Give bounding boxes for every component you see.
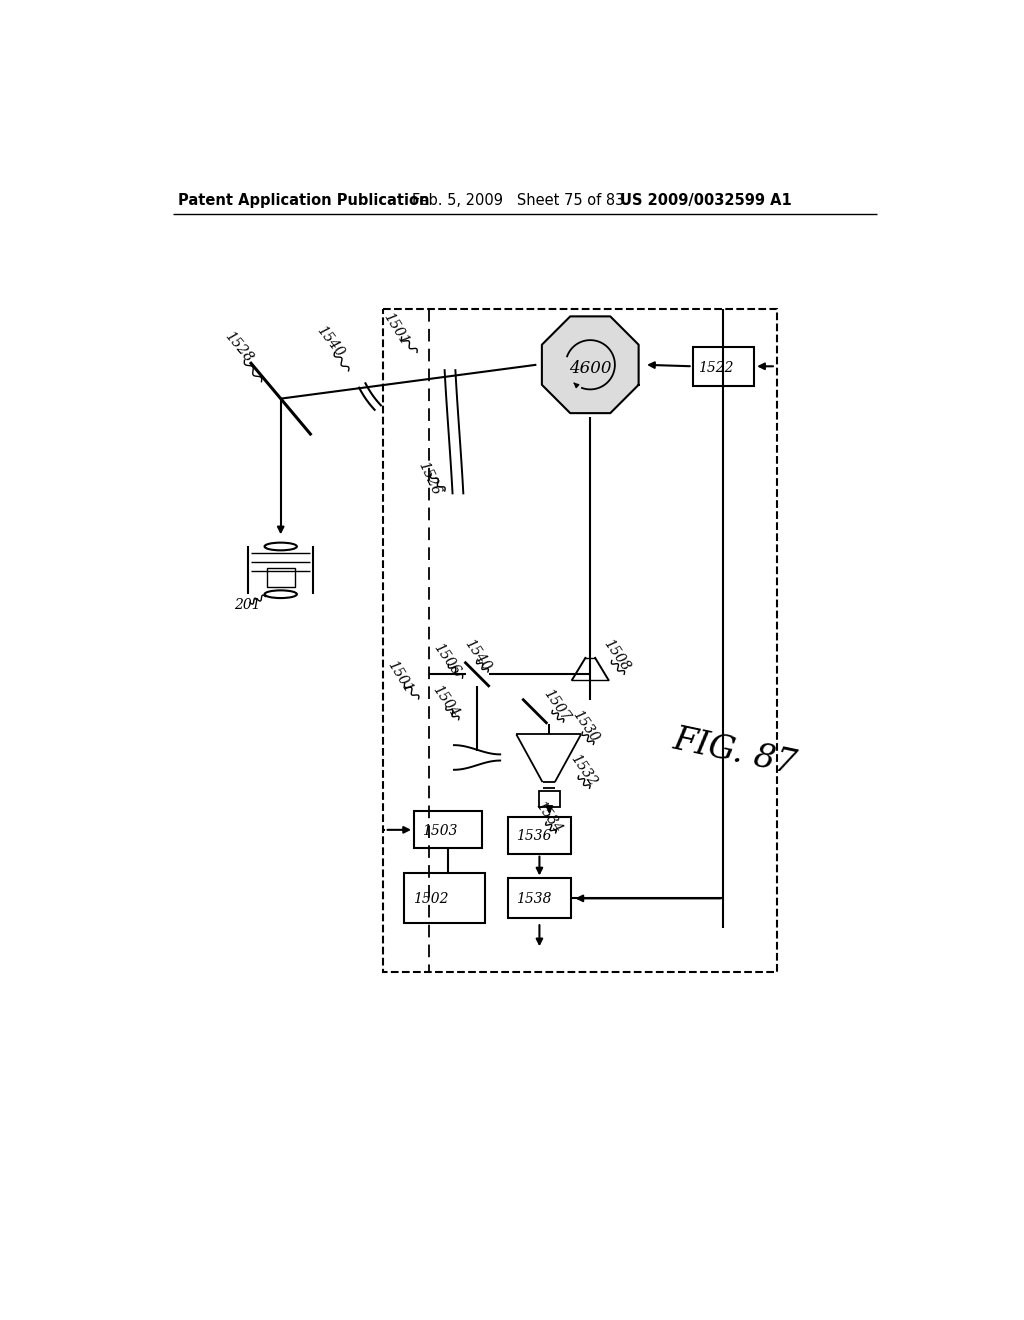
Text: 1532: 1532 [567, 752, 599, 789]
Text: 1522: 1522 [698, 360, 733, 375]
Text: 1534: 1534 [532, 799, 564, 836]
Text: 1540: 1540 [313, 323, 347, 360]
Text: 4600: 4600 [569, 360, 612, 378]
Text: 1538: 1538 [515, 892, 551, 906]
Text: 1503: 1503 [422, 825, 457, 838]
Text: 201: 201 [234, 598, 261, 612]
Bar [414, 812, 481, 849]
Bar [383, 309, 777, 973]
Text: 1540: 1540 [462, 636, 494, 673]
Text: Patent Application Publication: Patent Application Publication [178, 193, 430, 209]
Text: 1508: 1508 [600, 636, 632, 673]
Text: 1504: 1504 [429, 682, 461, 719]
Text: 1526: 1526 [416, 459, 443, 498]
Text: 1536: 1536 [515, 829, 551, 843]
Bar [692, 347, 755, 385]
Bar [508, 817, 571, 854]
Text: 1501: 1501 [385, 657, 416, 696]
Text: Feb. 5, 2009   Sheet 75 of 83: Feb. 5, 2009 Sheet 75 of 83 [412, 193, 624, 209]
Text: 1530: 1530 [569, 708, 601, 746]
Text: FIG. 87: FIG. 87 [670, 725, 799, 781]
Text: 1501: 1501 [381, 310, 412, 348]
Ellipse shape [264, 590, 297, 598]
Bar [539, 792, 560, 807]
Text: 1507: 1507 [541, 686, 572, 723]
Text: US 2009/0032599 A1: US 2009/0032599 A1 [620, 193, 792, 209]
Text: 1528: 1528 [221, 329, 255, 366]
Text: 1506: 1506 [431, 640, 463, 677]
Bar [508, 878, 571, 919]
Bar [403, 873, 484, 923]
Text: 1502: 1502 [413, 892, 449, 906]
Ellipse shape [264, 543, 297, 550]
Bar [267, 568, 295, 586]
Polygon shape [542, 317, 639, 413]
